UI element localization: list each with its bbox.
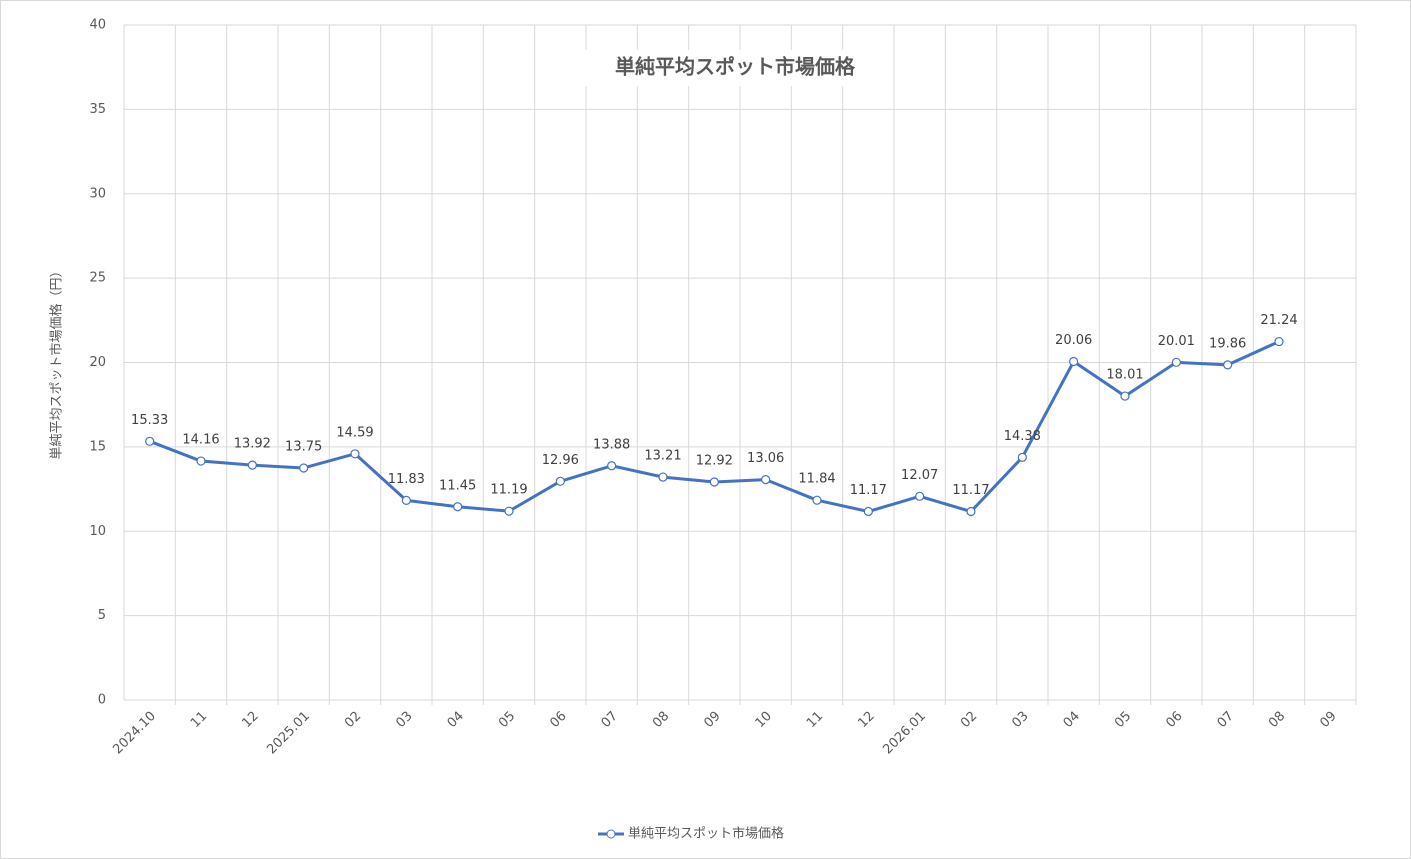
y-tick-label: 5 — [98, 608, 106, 623]
data-label: 13.21 — [644, 449, 681, 464]
point — [709, 477, 719, 487]
y-axis-title: 単純平均スポット市場価格（円） — [49, 264, 65, 459]
point — [299, 463, 309, 473]
point — [504, 506, 514, 516]
point — [247, 460, 257, 470]
chart-title: 単純平均スポット市場価格 — [615, 55, 856, 79]
legend-label: 単純平均スポット市場価格 — [628, 826, 784, 842]
point — [453, 502, 463, 512]
point — [658, 472, 668, 482]
point — [1274, 336, 1284, 347]
data-label: 13.88 — [593, 437, 630, 452]
data-label: 14.59 — [336, 425, 373, 440]
data-label: 14.16 — [182, 433, 219, 448]
legend-marker — [606, 829, 616, 839]
point — [1223, 360, 1233, 370]
y-tick-label: 0 — [98, 693, 106, 708]
data-label: 12.07 — [901, 468, 938, 483]
data-label: 11.83 — [388, 472, 425, 487]
data-label: 11.45 — [439, 478, 476, 493]
point — [1120, 391, 1130, 401]
point — [812, 495, 822, 505]
point — [966, 506, 976, 517]
y-tick-label: 30 — [89, 186, 106, 201]
point — [761, 475, 771, 485]
point — [350, 449, 360, 459]
point — [915, 491, 925, 501]
data-label: 13.06 — [747, 451, 784, 466]
title-bg — [580, 50, 890, 86]
y-tick-label: 10 — [89, 524, 106, 539]
data-label: 11.17 — [952, 483, 989, 498]
point — [401, 495, 411, 505]
data-label: 12.92 — [696, 453, 733, 468]
point — [555, 476, 565, 486]
data-label: 11.84 — [798, 472, 835, 487]
data-label: 18.01 — [1106, 368, 1143, 383]
data-label: 21.24 — [1260, 313, 1297, 328]
y-tick-label: 40 — [89, 18, 106, 33]
point — [607, 461, 617, 471]
point — [196, 456, 206, 466]
data-label: 14.38 — [1004, 429, 1041, 444]
point — [863, 506, 873, 517]
data-label: 19.86 — [1209, 336, 1246, 351]
data-label: 20.06 — [1055, 333, 1092, 348]
point — [145, 436, 155, 446]
data-label: 11.19 — [490, 483, 527, 498]
y-tick-label: 15 — [89, 439, 106, 454]
point — [1171, 357, 1181, 367]
y-tick-label: 35 — [89, 102, 106, 117]
y-tick-label: 25 — [89, 271, 106, 286]
data-label: 13.75 — [285, 439, 322, 454]
data-label: 12.96 — [542, 453, 579, 468]
point — [1017, 452, 1027, 462]
data-label: 11.17 — [850, 483, 887, 498]
y-tick-label: 20 — [89, 355, 106, 370]
point — [1069, 356, 1079, 367]
data-label: 13.92 — [234, 437, 271, 452]
data-label: 20.01 — [1158, 334, 1195, 349]
data-label: 15.33 — [131, 413, 168, 428]
